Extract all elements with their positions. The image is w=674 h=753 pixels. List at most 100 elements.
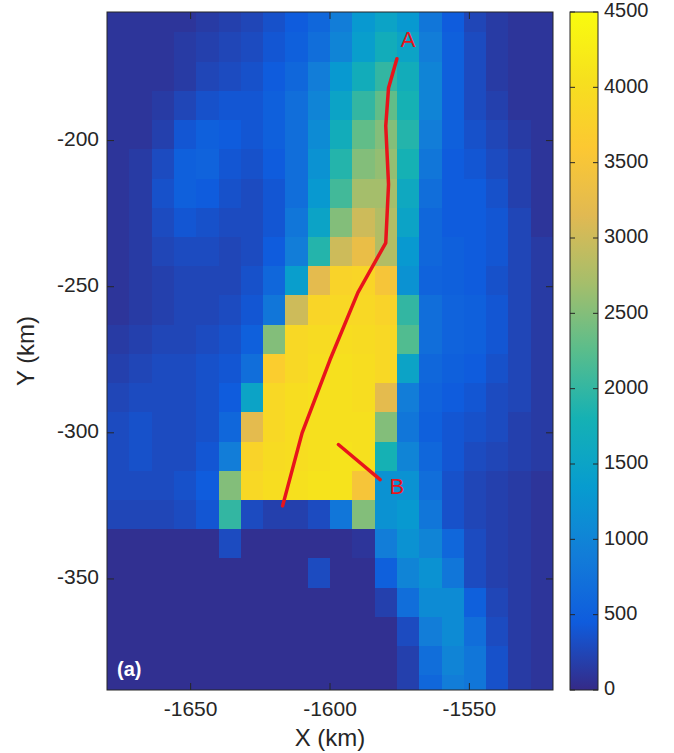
heat-cell xyxy=(285,500,308,530)
heat-cell xyxy=(285,266,308,296)
heat-cell xyxy=(107,471,130,501)
heat-cell xyxy=(196,91,219,121)
heat-cell xyxy=(285,62,308,92)
heat-cell xyxy=(152,208,175,238)
heat-cell xyxy=(397,295,420,325)
heat-cell xyxy=(486,675,509,690)
heat-cell xyxy=(107,558,130,588)
heat-cell xyxy=(531,62,553,92)
heat-cell xyxy=(330,558,353,588)
heat-cell xyxy=(152,383,175,413)
transect-label: B xyxy=(390,474,405,499)
heat-cell xyxy=(219,675,242,690)
heat-cell xyxy=(375,500,398,530)
heat-cell xyxy=(285,617,308,647)
heat-cell xyxy=(174,266,197,296)
heat-cell xyxy=(285,208,308,238)
heat-cell xyxy=(531,617,553,647)
heat-cell xyxy=(196,675,219,690)
heat-cell xyxy=(419,383,442,413)
heat-cell xyxy=(241,471,264,501)
heat-cell xyxy=(308,91,331,121)
heat-cell xyxy=(241,62,264,92)
heat-cell xyxy=(219,383,242,413)
heat-cell xyxy=(152,500,175,530)
heat-cell xyxy=(397,588,420,618)
heat-cell xyxy=(397,62,420,92)
heat-cell xyxy=(352,354,375,384)
heat-cell xyxy=(352,12,375,33)
heat-cell xyxy=(531,588,553,618)
heat-cell xyxy=(486,32,509,62)
heat-cell xyxy=(375,617,398,647)
heat-cell xyxy=(263,237,286,267)
heat-cell xyxy=(464,442,487,472)
heat-cell xyxy=(152,266,175,296)
heat-cell xyxy=(464,529,487,559)
y-axis-title: Y (km) xyxy=(12,316,39,386)
heat-cell xyxy=(352,208,375,238)
heat-cell xyxy=(152,295,175,325)
heat-cell xyxy=(129,471,152,501)
heat-cell xyxy=(352,120,375,150)
heat-cell xyxy=(531,295,553,325)
heat-cell xyxy=(442,149,465,179)
heat-cell xyxy=(219,237,242,267)
colorbar-tick xyxy=(593,238,598,239)
heat-cell xyxy=(308,412,331,442)
heat-cell xyxy=(152,354,175,384)
heat-cell xyxy=(486,412,509,442)
heat-cell xyxy=(285,588,308,618)
heat-cell xyxy=(152,471,175,501)
colorbar-tick xyxy=(570,12,575,13)
heat-cell xyxy=(263,120,286,150)
heat-cell xyxy=(419,149,442,179)
heat-cell xyxy=(174,91,197,121)
heat-cell xyxy=(330,471,353,501)
colorbar-tick xyxy=(570,464,575,465)
heat-cell xyxy=(419,266,442,296)
heat-cell xyxy=(241,237,264,267)
heat-cell xyxy=(442,179,465,209)
heat-cell xyxy=(397,412,420,442)
heat-cell xyxy=(308,675,331,690)
heat-cell xyxy=(352,62,375,92)
x-axis-title: X (km) xyxy=(295,724,366,751)
heat-cell xyxy=(486,500,509,530)
heat-cell xyxy=(352,471,375,501)
heat-cell xyxy=(531,32,553,62)
heat-cell xyxy=(464,471,487,501)
heat-cell xyxy=(107,208,130,238)
heat-cell xyxy=(531,412,553,442)
panel-label: (a) xyxy=(117,658,141,680)
heat-cell xyxy=(419,646,442,676)
heat-cell xyxy=(330,617,353,647)
heat-cell xyxy=(196,62,219,92)
heat-cell xyxy=(174,120,197,150)
heat-cell xyxy=(352,237,375,267)
heat-cell xyxy=(129,617,152,647)
y-tick-label: -200 xyxy=(57,127,99,150)
heat-cell xyxy=(196,354,219,384)
heat-cell xyxy=(330,208,353,238)
heat-cell xyxy=(241,325,264,355)
heat-cell xyxy=(263,179,286,209)
y-tick xyxy=(546,578,553,579)
heat-cell xyxy=(508,617,531,647)
y-tick-label: -250 xyxy=(57,273,99,296)
heat-cell xyxy=(464,32,487,62)
heat-cell xyxy=(241,412,264,442)
heat-cell xyxy=(196,617,219,647)
heat-cell xyxy=(508,62,531,92)
heat-cell xyxy=(196,12,219,33)
heat-cell xyxy=(397,646,420,676)
heat-cell xyxy=(308,558,331,588)
colorbar-tick xyxy=(593,539,598,540)
heat-cell xyxy=(508,32,531,62)
heat-cell xyxy=(464,120,487,150)
heat-cell xyxy=(508,149,531,179)
heat-cell xyxy=(464,62,487,92)
heat-cell xyxy=(263,675,286,690)
heat-cell xyxy=(330,120,353,150)
heat-cell xyxy=(352,646,375,676)
